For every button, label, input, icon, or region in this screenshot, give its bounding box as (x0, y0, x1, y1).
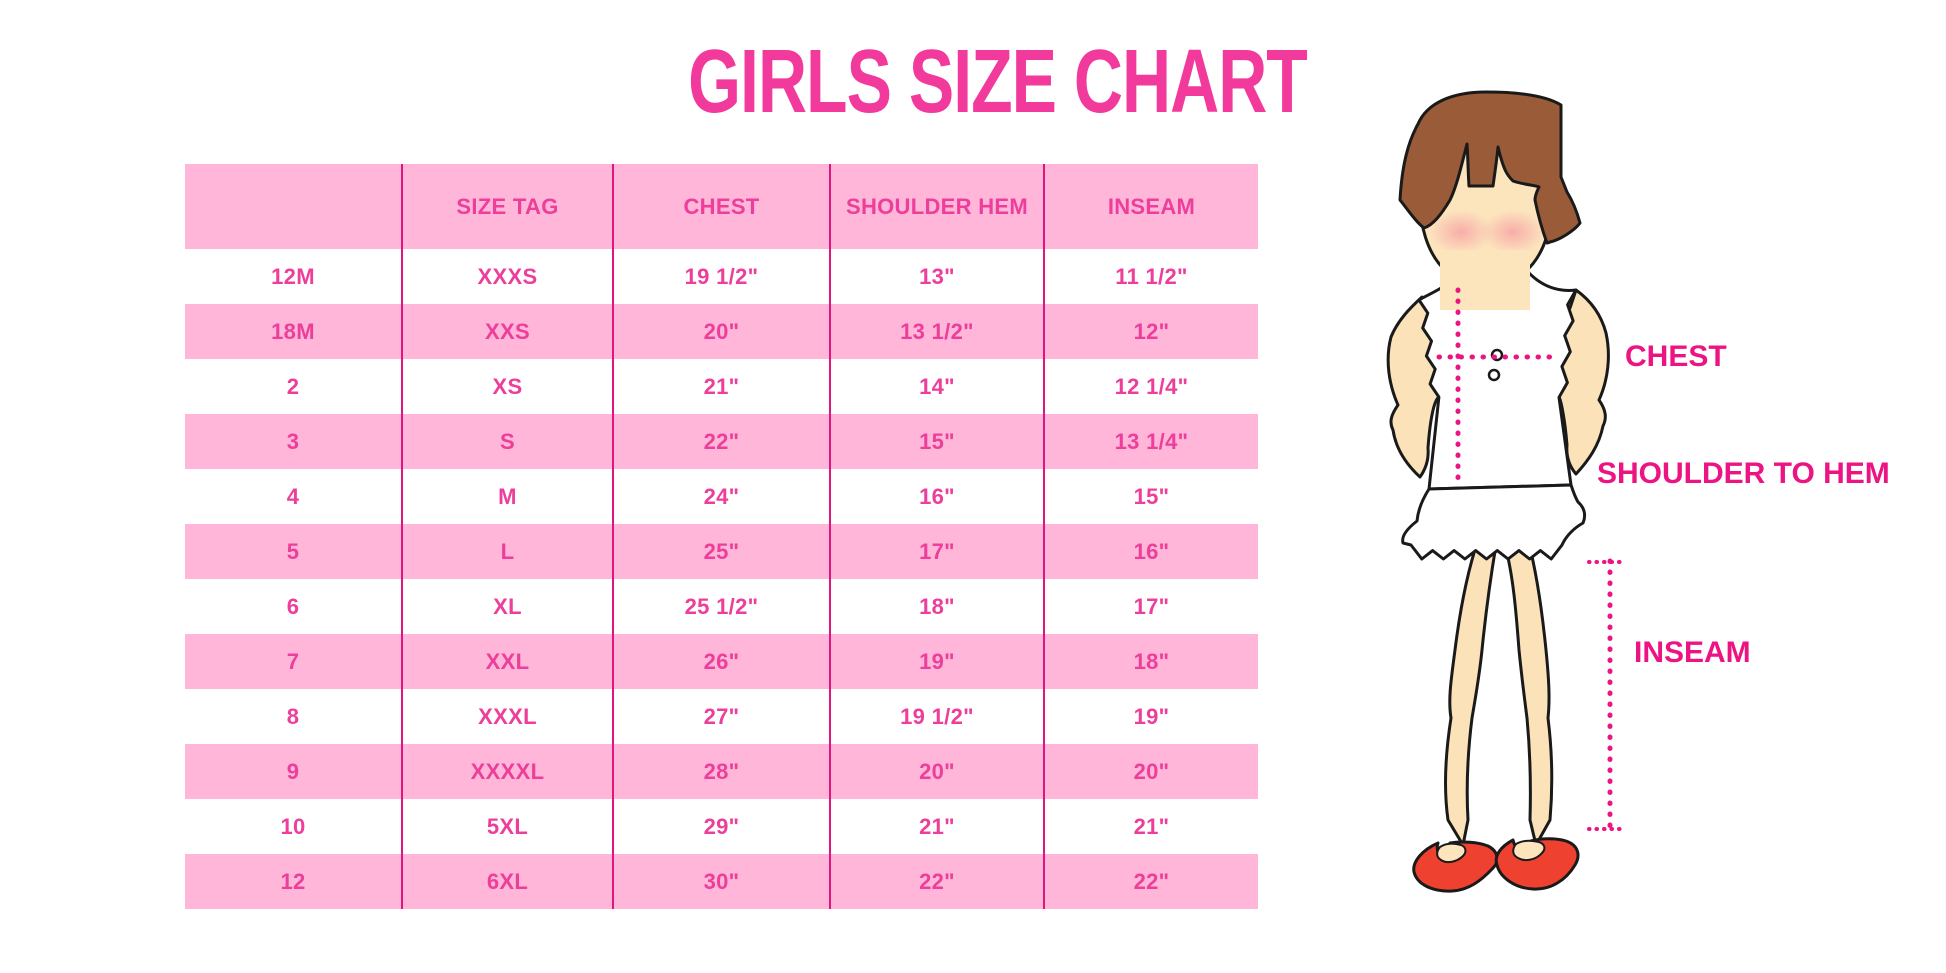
svg-text:CHEST: CHEST (1625, 340, 1727, 373)
svg-text:SHOULDER TO HEM: SHOULDER TO HEM (1597, 457, 1890, 490)
svg-text:INSEAM: INSEAM (1634, 636, 1751, 669)
